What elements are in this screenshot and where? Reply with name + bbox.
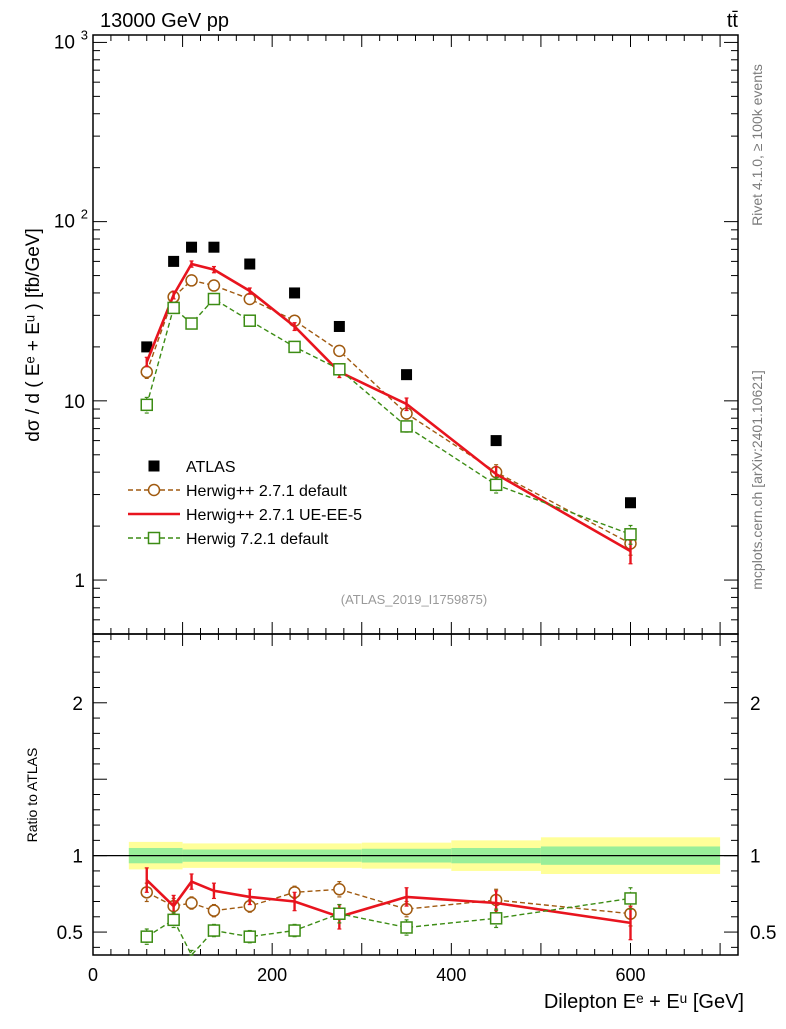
ratio-series-2	[140, 887, 637, 957]
main-series-3	[140, 292, 637, 545]
main-point-0-8	[490, 435, 502, 447]
main-series-line-1	[146, 279, 631, 545]
series-layer	[140, 241, 637, 957]
ratio-point-2-3	[207, 924, 221, 937]
legend-entry-0: ATLAS	[148, 459, 236, 476]
ratio-y-tick-label-right-1: 1	[750, 847, 761, 868]
ratio-point-2-6	[333, 907, 346, 920]
main-point-3-9	[624, 528, 637, 541]
axis-ticks	[92, 35, 738, 955]
main-point-1-6	[333, 344, 346, 358]
legend-marker-1	[147, 483, 161, 497]
ratio-point-0-3	[207, 904, 221, 917]
main-point-0-5	[289, 287, 301, 299]
main-point-0-6	[333, 320, 345, 332]
main-point-3-8	[489, 478, 503, 492]
main-y-tick-exponent-1000: 3	[81, 27, 88, 42]
main-y-tick-label-100: 10	[54, 212, 75, 233]
x-axis-title: Dilepton Eᵉ + Eᵘ [GeV]	[544, 991, 744, 1013]
main-point-0-7	[401, 369, 413, 381]
ratio-point-2-1	[167, 913, 180, 927]
collision-label: 13000 GeV pp	[100, 10, 229, 32]
x-tick-label-400: 400	[436, 965, 466, 985]
rivet-version-label: Rivet 4.1.0, ≥ 100k events	[749, 64, 765, 226]
main-point-0-3	[208, 241, 220, 253]
main-series-line-2	[145, 262, 632, 553]
main-y-tick-label-10: 10	[64, 392, 85, 413]
ratio-point-2-9	[624, 892, 637, 905]
ratio-uncertainty-bands	[93, 837, 738, 874]
main-point-3-0	[140, 398, 153, 412]
ratio-point-2-7	[400, 921, 413, 934]
ratio-point-2-0	[140, 930, 153, 943]
legend-label-2: Herwig++ 2.7.1 UE-EE-5	[186, 507, 362, 524]
main-point-1-2	[185, 274, 198, 287]
main-y-tick-label-1000: 10	[54, 32, 75, 53]
ratio-y-tick-label-left-1: 1	[72, 847, 83, 868]
x-tick-label-200: 200	[257, 965, 287, 985]
ratio-y-tick-label-right-2: 2	[750, 694, 761, 715]
ratio-point-2-4	[243, 930, 257, 943]
main-point-0-2	[186, 241, 198, 253]
x-tick-label-600: 600	[615, 965, 645, 985]
legend-marker-3	[147, 531, 161, 545]
main-point-1-0	[140, 365, 153, 379]
main-point-3-1	[167, 301, 180, 315]
process-label: tt̄	[727, 10, 739, 32]
main-point-3-3	[207, 292, 221, 306]
analysis-watermark: (ATLAS_2019_I1759875)	[341, 592, 487, 607]
ratio-y-tick-label-left-2: 2	[72, 694, 83, 715]
legend-entry-2: Herwig++ 2.7.1 UE-EE-5	[128, 507, 362, 524]
main-point-3-2	[185, 317, 198, 330]
main-y-tick-exponent-100: 2	[81, 207, 88, 222]
ratio-series-line-1	[145, 879, 631, 925]
legend-entry-3: Herwig 7.2.1 default	[128, 531, 329, 548]
main-series-line-3	[146, 298, 631, 535]
main-series-1	[140, 274, 637, 556]
ratio-point-2-8	[489, 912, 503, 925]
mcplots-source-label: mcplots.cern.ch [arXiv:2401.10621]	[749, 370, 765, 589]
ratio-y-axis-title: Ratio to ATLAS	[24, 748, 40, 843]
ratio-point-0-2	[185, 896, 198, 910]
legend-entry-1: Herwig++ 2.7.1 default	[128, 483, 348, 500]
legend: ATLAS Herwig++ 2.7.1 default Herwig++ 2.7.…	[128, 459, 362, 548]
main-series-0	[141, 241, 636, 509]
ratio-y-tick-label-left-0.5: 0.5	[57, 923, 83, 944]
legend-label-1: Herwig++ 2.7.1 default	[186, 483, 348, 500]
ratio-point-2-5	[288, 924, 301, 937]
ratio-point-0-6	[333, 883, 346, 896]
x-tick-label-0: 0	[88, 965, 98, 985]
ratio-series-line-2	[146, 897, 631, 957]
ratio-series-1	[144, 867, 633, 941]
legend-label-0: ATLAS	[186, 459, 236, 476]
legend-label-3: Herwig 7.2.1 default	[186, 531, 329, 548]
main-point-3-5	[288, 340, 301, 354]
ratio-y-tick-label-right-0.5: 0.5	[750, 923, 776, 944]
main-y-axis-title: dσ / d ( Eᵉ + Eᵘ ) [fb/GeV]	[23, 228, 44, 442]
main-point-0-4	[244, 258, 256, 270]
main-y-tick-label-1: 1	[74, 571, 85, 592]
legend-marker-0	[148, 460, 160, 472]
main-point-3-4	[243, 314, 257, 327]
text-layer: 13000 GeV pp tt̄ (ATLAS_2019_I1759875) d…	[23, 10, 776, 1013]
main-point-3-7	[400, 420, 413, 433]
main-point-0-1	[168, 255, 180, 267]
main-point-0-9	[625, 497, 636, 509]
main-point-0-0	[141, 341, 153, 353]
main-point-3-6	[333, 363, 346, 376]
main-point-1-3	[207, 279, 221, 292]
